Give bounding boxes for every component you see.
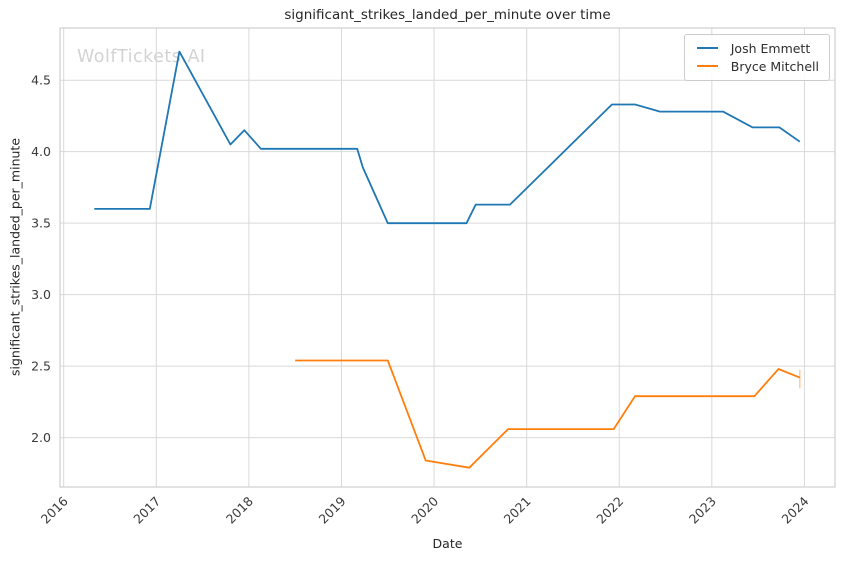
legend-line-swatch	[696, 47, 718, 49]
x-tick-label: 2022	[593, 494, 626, 527]
y-tick-label: 3.0	[31, 287, 51, 302]
x-tick-label: 2017	[130, 494, 163, 527]
y-axis-label: significant_strikes_landed_per_minute	[7, 137, 23, 377]
x-tick-label: 2024	[778, 493, 811, 526]
y-tick-label: 2.0	[31, 430, 51, 445]
legend-label: Josh Emmett	[730, 40, 811, 56]
x-axis-label: Date	[432, 536, 463, 551]
x-tick-label: 2018	[223, 493, 256, 526]
x-tick-label: 2019	[316, 493, 349, 526]
x-tick-label: 2016	[38, 493, 71, 526]
y-tick-label: 3.5	[31, 216, 51, 231]
legend-item-bryce-mitchell: Bryce Mitchell	[696, 57, 819, 75]
plot-frame	[59, 27, 836, 488]
series-line-bryce-mitchell	[295, 359, 801, 469]
x-tick-label: 2023	[686, 494, 719, 527]
legend-line-swatch	[696, 65, 718, 67]
x-tick-label: 2020	[408, 493, 441, 526]
series-line-josh-emmett	[94, 50, 801, 225]
legend-label: Bryce Mitchell	[730, 58, 819, 74]
y-tick-label: 4.0	[31, 144, 51, 159]
chart-title: significant_strikes_landed_per_minute ov…	[284, 7, 611, 23]
legend: Josh Emmett Bryce Mitchell	[683, 34, 830, 81]
x-tick-label: 2021	[501, 494, 534, 527]
legend-item-josh-emmett: Josh Emmett	[696, 39, 819, 57]
y-tick-label: 4.5	[31, 73, 51, 88]
y-tick-label: 2.5	[31, 359, 51, 374]
watermark: WolfTickets.AI	[77, 47, 206, 67]
